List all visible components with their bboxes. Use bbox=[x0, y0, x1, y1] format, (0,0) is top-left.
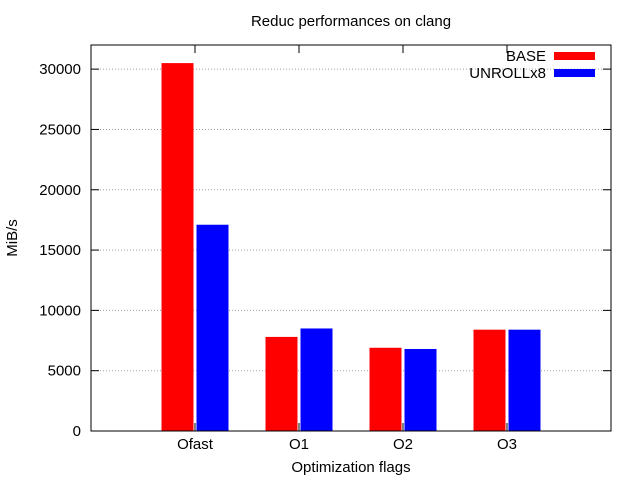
bar-unrollx8-o3 bbox=[508, 329, 541, 431]
y-axis-ticks: 0 5000 10000 15000 20000 25000 30000 bbox=[39, 61, 611, 440]
x-tick-label: O2 bbox=[393, 436, 413, 453]
y-tick-label: 0 bbox=[73, 423, 81, 440]
y-tick-label: 30000 bbox=[39, 61, 81, 78]
x-tick-label: O1 bbox=[289, 436, 309, 453]
y-axis-label: MiB/s bbox=[4, 219, 21, 257]
y-tick-label: 5000 bbox=[48, 363, 81, 380]
bar-unrollx8-ofast bbox=[196, 224, 229, 431]
bar-base-o1 bbox=[265, 336, 298, 431]
plot-frame bbox=[90, 44, 612, 432]
legend-label: UNROLLx8 bbox=[469, 65, 546, 82]
y-tick-label: 25000 bbox=[39, 121, 81, 138]
bar-unrollx8-o1 bbox=[300, 328, 333, 431]
x-axis-ticks: Ofast O1 O2 O3 bbox=[177, 45, 517, 453]
legend-label: BASE bbox=[506, 48, 546, 65]
bar-unrollx8-o2 bbox=[404, 348, 437, 431]
y-tick-label: 20000 bbox=[39, 182, 81, 199]
bar-base-o3 bbox=[473, 329, 506, 431]
y-tick-label: 15000 bbox=[39, 242, 81, 259]
bars bbox=[161, 63, 541, 431]
x-axis-label: Optimization flags bbox=[291, 459, 410, 476]
chart-title: Reduc performances on clang bbox=[251, 13, 451, 30]
y-tick-label: 10000 bbox=[39, 302, 81, 319]
x-tick-label: Ofast bbox=[177, 436, 214, 453]
bar-base-o2 bbox=[369, 347, 402, 431]
bar-base-ofast bbox=[161, 63, 194, 431]
legend-swatch-base bbox=[554, 52, 595, 60]
x-tick-label: O3 bbox=[497, 436, 517, 453]
legend-swatch-unrollx8 bbox=[554, 69, 595, 77]
